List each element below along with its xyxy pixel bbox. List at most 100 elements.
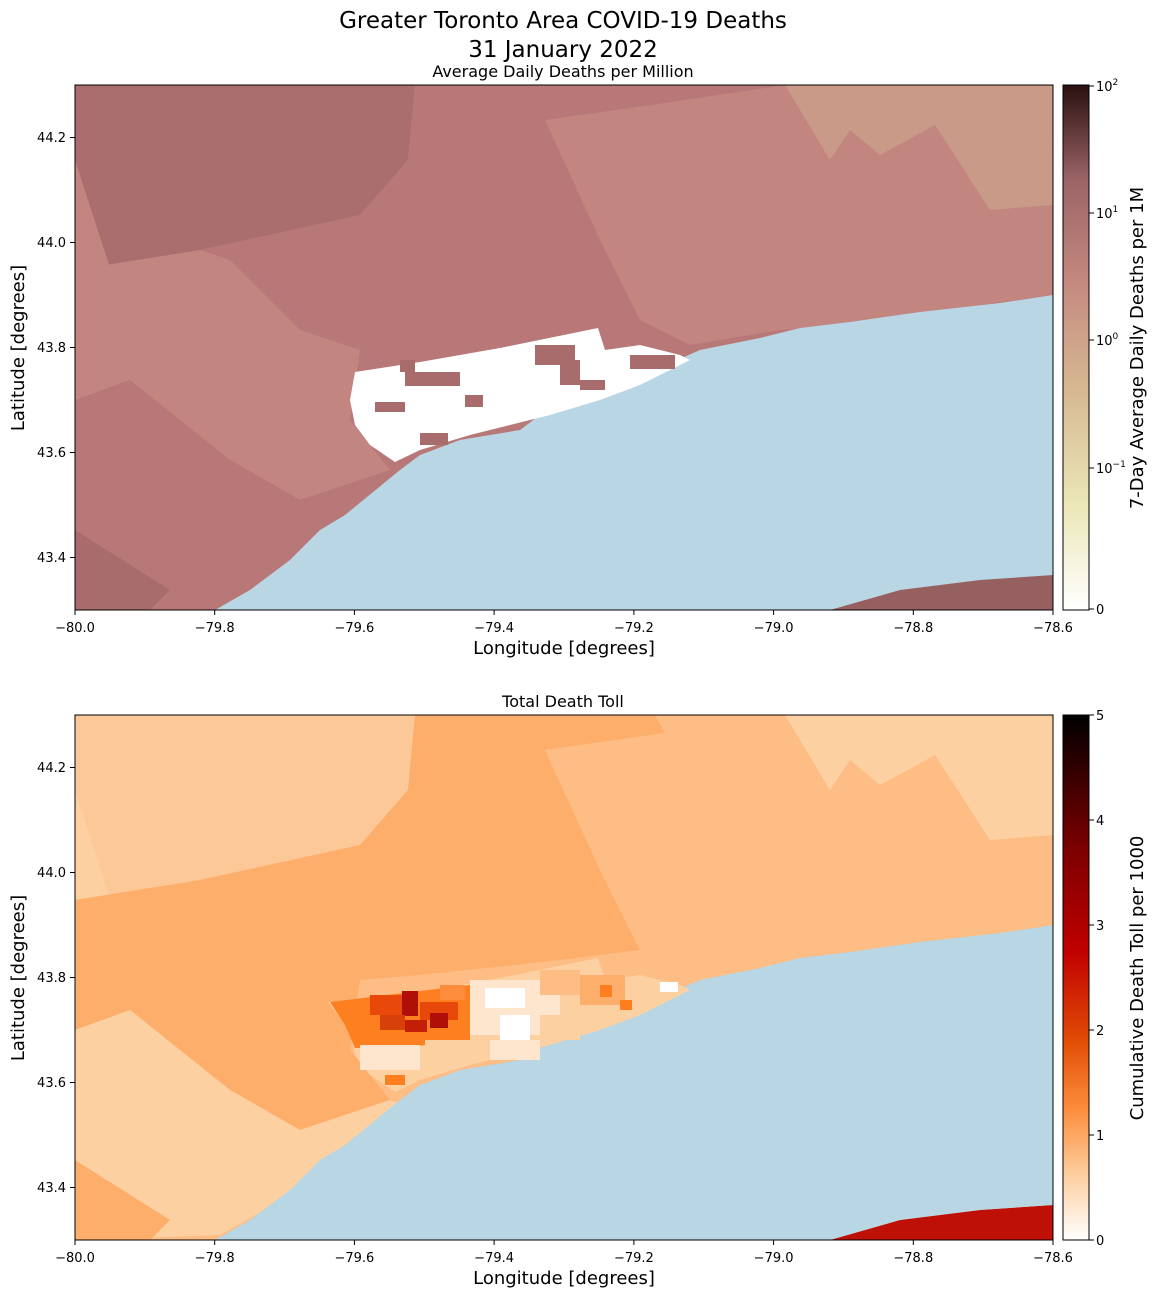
top-x-tick-label: −79.4 (474, 621, 514, 636)
top-region-northeast (785, 85, 1053, 210)
top-x-tick-label: −80.0 (55, 621, 95, 636)
bottom-x-tick-label: −78.6 (1033, 1251, 1073, 1266)
top-y-tick-label: 43.8 (37, 341, 66, 356)
bottom-y-tick-label: 44.2 (37, 761, 66, 776)
top-x-tick-label: −79.2 (614, 621, 654, 636)
bottom-region-central-north (200, 715, 665, 980)
bottom-region-west-mid (75, 880, 390, 1130)
bottom-colorbar-tick-label: 4 (1096, 814, 1104, 829)
top-colorbar-tick-label: 0 (1096, 603, 1104, 618)
bottom-toronto-tract (370, 995, 405, 1015)
bottom-toronto-tract (360, 1045, 420, 1070)
bottom-y-axis-label: Latitude [degrees] (8, 895, 29, 1061)
bottom-toronto-tract (440, 985, 465, 1000)
bottom-toronto-tract (540, 970, 580, 995)
bottom-y-ticks (70, 767, 75, 1188)
top-x-tick-label: −79.0 (754, 621, 794, 636)
top-region-west-mid (75, 250, 390, 500)
top-x-ticks (74, 610, 1054, 615)
bottom-colorbar-tick-label: 3 (1096, 919, 1104, 934)
bottom-x-tick-label: −79.6 (334, 1251, 374, 1266)
bottom-toronto-tract (660, 982, 678, 992)
bottom-region-northeast (785, 715, 1053, 840)
bottom-toronto-tract (380, 1015, 405, 1030)
bottom-x-tick-label: −80.0 (55, 1251, 95, 1266)
bottom-toronto-tract (425, 1040, 485, 1060)
bottom-x-ticks (74, 1240, 1054, 1245)
bottom-region-northwest (75, 715, 415, 898)
top-y-axis-label: Latitude [degrees] (8, 265, 29, 431)
bottom-y-tick-label: 43.6 (37, 1076, 66, 1091)
top-region-southeast (830, 575, 1053, 610)
bottom-lake-ontario (215, 925, 1053, 1240)
top-toronto-tract (465, 395, 483, 407)
top-x-tick-label: −79.6 (334, 621, 374, 636)
top-y-tick-label: 43.4 (37, 551, 66, 566)
top-region-west-corner (75, 160, 110, 270)
top-colorbar-tick-label: 10−1 (1096, 460, 1126, 477)
bottom-colorbar-tick-label: 2 (1096, 1024, 1104, 1039)
top-colorbar-tick-label: 100 (1096, 332, 1119, 349)
top-colorbar-ticks (1089, 85, 1094, 610)
top-toronto-tract (420, 433, 448, 445)
top-colorbar-label: 7-Day Average Daily Deaths per 1M (1127, 187, 1148, 509)
top-colorbar-tick-label: 101 (1096, 205, 1118, 222)
bottom-toronto-tract (485, 988, 525, 1008)
bottom-toronto-tract (600, 985, 612, 997)
top-region-central-north (200, 85, 665, 350)
bottom-region-west-corner (75, 790, 110, 900)
bottom-toronto-tract (385, 1075, 405, 1085)
bottom-region-southeast (830, 1205, 1053, 1240)
top-toronto-tract (400, 360, 415, 372)
bottom-x-tick-label: −79.8 (195, 1251, 235, 1266)
top-region-east-central (545, 85, 1053, 345)
top-lake-ontario (215, 295, 1053, 610)
top-x-axis-label: Longitude [degrees] (473, 638, 655, 659)
bottom-x-tick-label: −79.4 (474, 1251, 514, 1266)
bottom-colorbar (1062, 714, 1090, 1241)
bottom-toronto-tract (405, 1020, 427, 1032)
bottom-y-tick-label: 43.8 (37, 971, 66, 986)
bottom-panel-title: Total Death Toll (501, 692, 624, 711)
top-x-tick-label: −79.8 (195, 621, 235, 636)
bottom-y-tick-label: 43.4 (37, 1181, 66, 1196)
top-y-tick-label: 43.6 (37, 446, 66, 461)
top-toronto-tract (580, 380, 605, 390)
top-colorbar (1062, 84, 1090, 611)
top-toronto-core (350, 328, 690, 462)
bottom-toronto-tract (500, 1015, 530, 1040)
bottom-x-tick-label: −79.0 (754, 1251, 794, 1266)
bottom-y-tick-label: 44.0 (37, 866, 66, 881)
top-toronto-tract (630, 355, 675, 369)
bottom-region-east-central (545, 715, 1053, 975)
top-y-tick-label: 44.2 (37, 131, 66, 146)
bottom-x-tick-label: −79.2 (614, 1251, 654, 1266)
top-x-tick-label: −78.8 (893, 621, 933, 636)
top-toronto-tract (405, 372, 460, 386)
bottom-x-axis-label: Longitude [degrees] (473, 1268, 655, 1289)
bottom-x-tick-label: −78.8 (893, 1251, 933, 1266)
top-region-northwest (75, 85, 415, 268)
bottom-toronto-tract (490, 1040, 540, 1060)
bottom-colorbar-label: Cumulative Death Toll per 1000 (1127, 836, 1148, 1121)
bottom-region-sw-corner (75, 1160, 170, 1240)
bottom-toronto-tract (540, 1015, 580, 1040)
top-region-sw-corner (75, 530, 170, 610)
bottom-toronto-tract (420, 1002, 458, 1020)
bottom-toronto-tract (620, 1000, 632, 1010)
top-panel-title: Average Daily Deaths per Million (432, 62, 693, 81)
figure-title-line2: 31 January 2022 (468, 37, 658, 63)
top-region-southwest (75, 380, 420, 610)
figure-title-line1: Greater Toronto Area COVID-19 Deaths (339, 8, 787, 34)
top-toronto-tract (560, 360, 580, 385)
bottom-colorbar-tick-label: 0 (1096, 1234, 1104, 1249)
bottom-colorbar-ticks (1089, 714, 1094, 1241)
top-y-tick-label: 44.0 (37, 236, 66, 251)
top-toronto-tract (375, 402, 405, 412)
top-y-ticks (70, 137, 75, 558)
bottom-region-southwest (75, 1010, 420, 1240)
top-colorbar-tick-label: 102 (1096, 78, 1118, 95)
top-map (75, 85, 1053, 610)
bottom-colorbar-tick-label: 5 (1096, 709, 1104, 724)
bottom-toronto-tract (430, 1013, 448, 1028)
